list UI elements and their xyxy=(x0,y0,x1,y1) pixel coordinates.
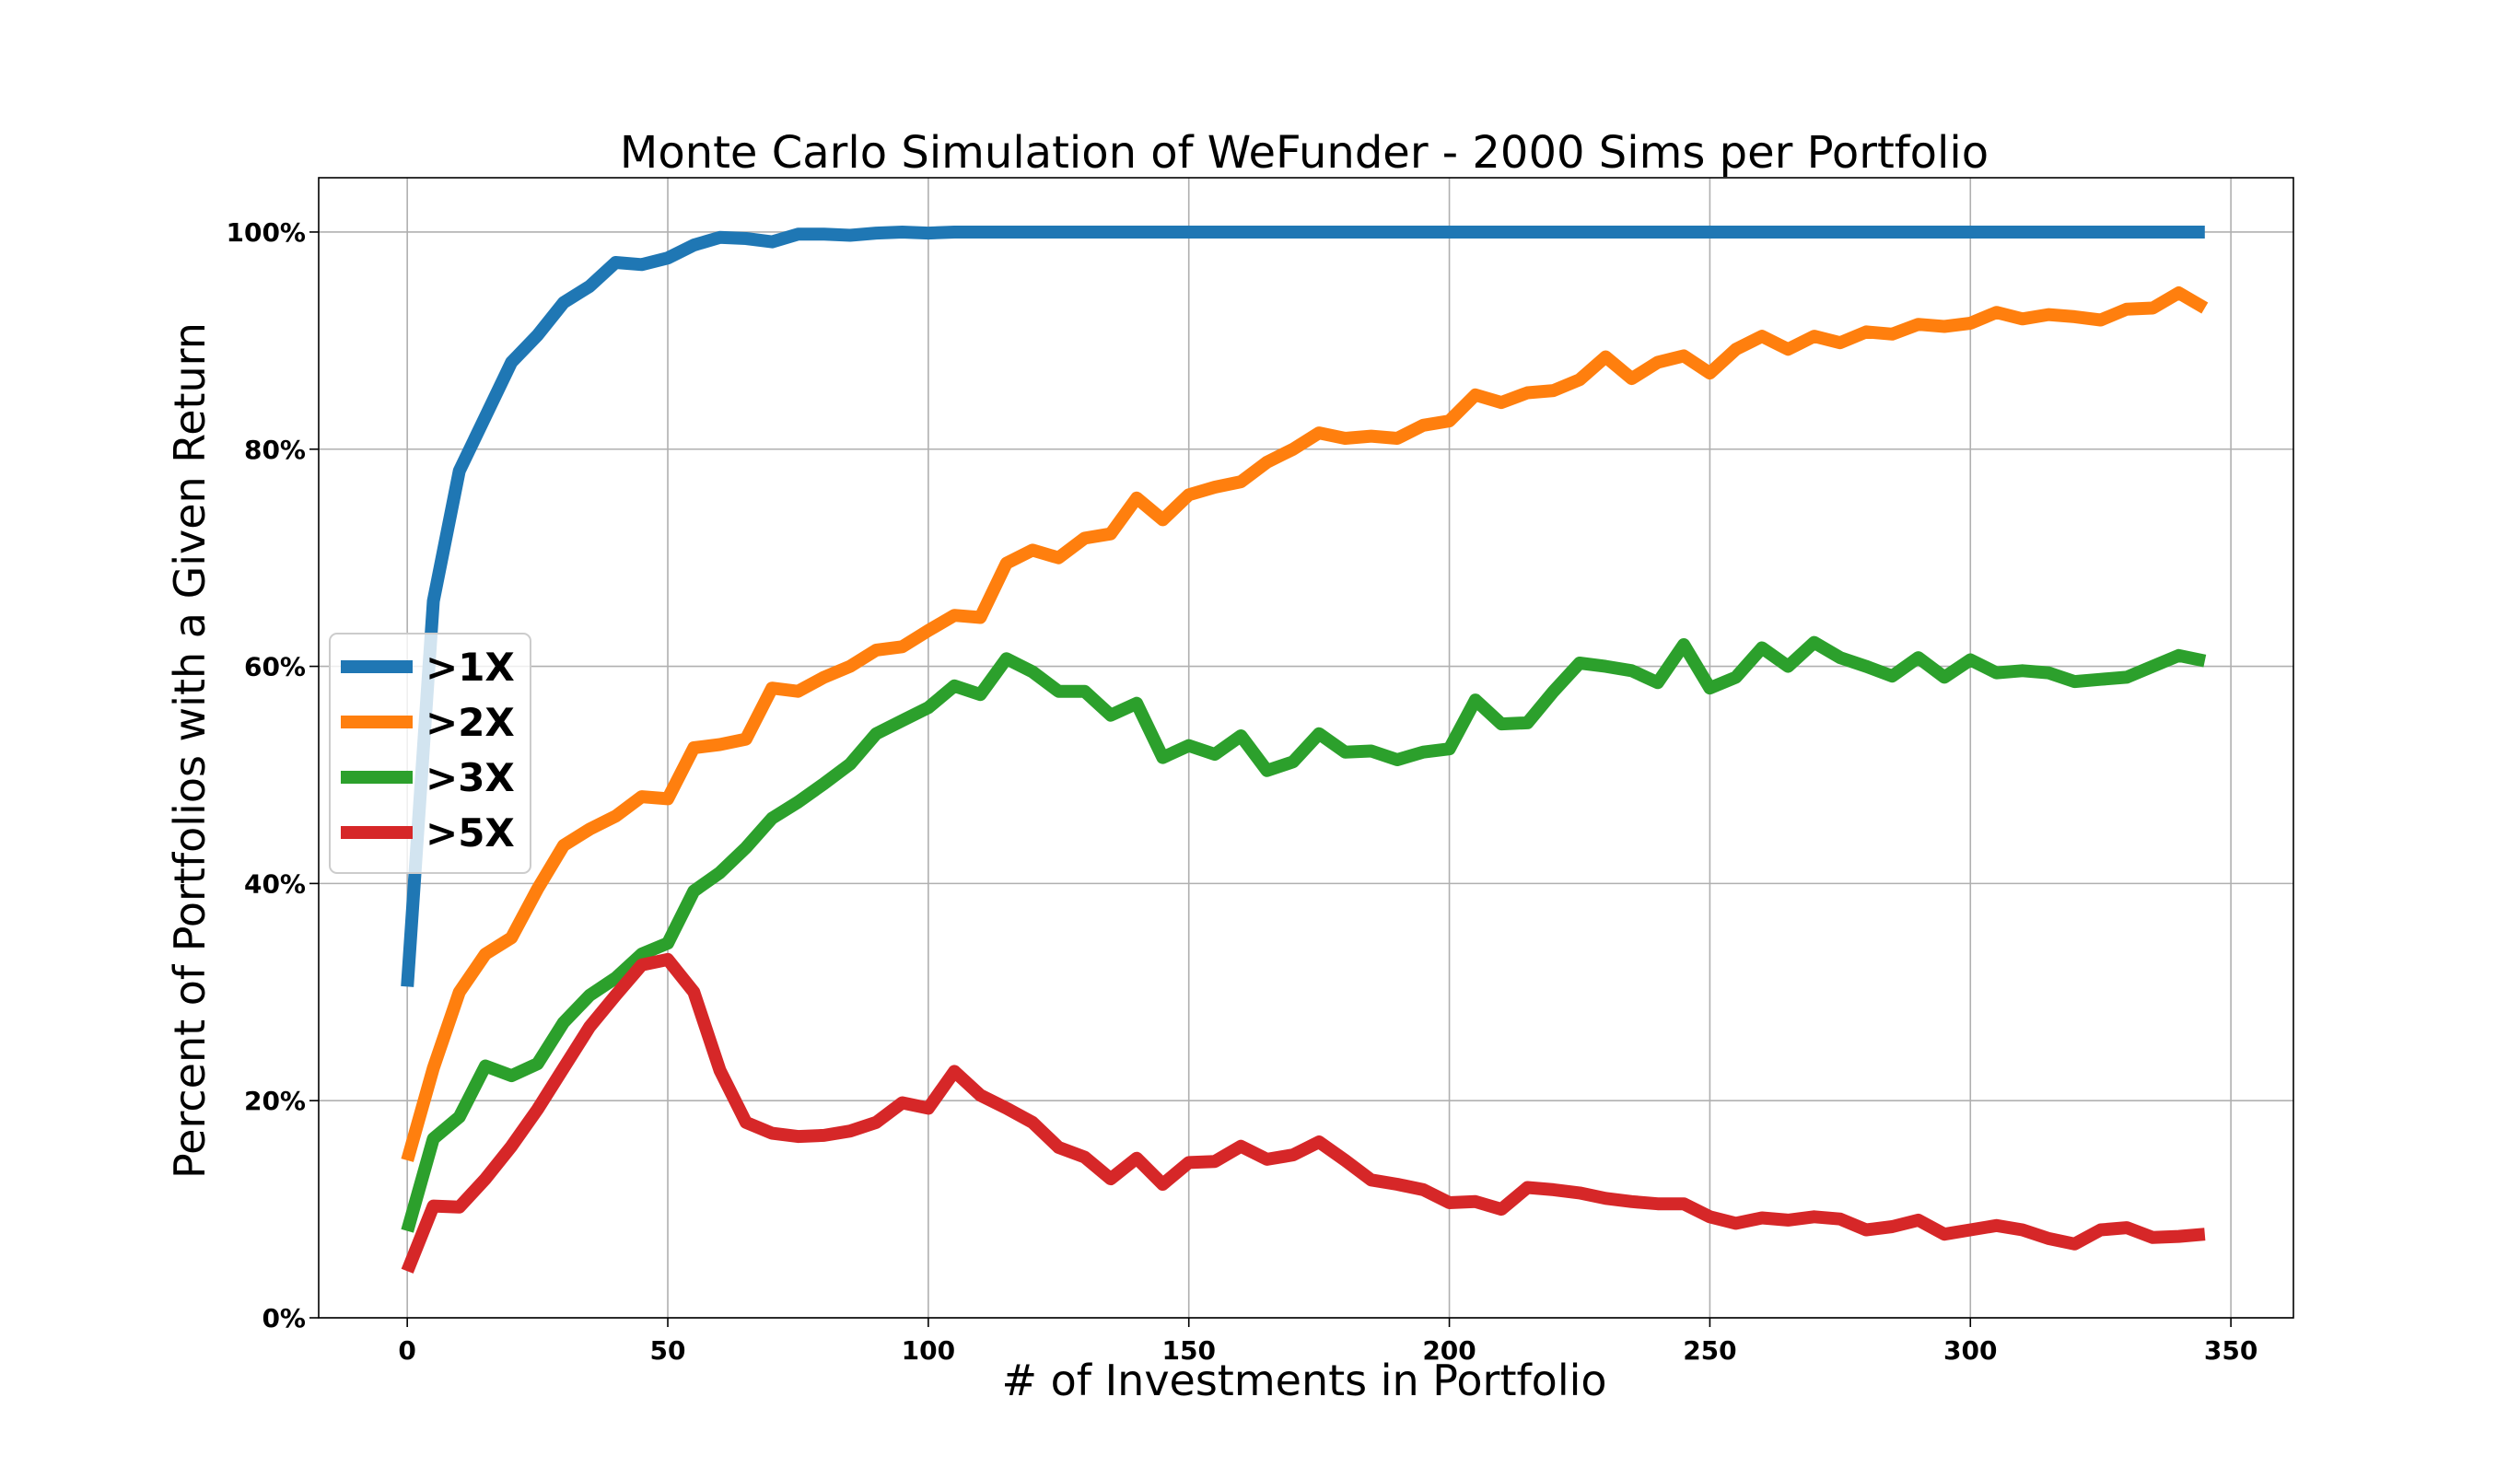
y-axis-ticks: 0% 20% 40% 60% 80% 100% xyxy=(226,217,319,1333)
legend-label: >2X xyxy=(426,700,515,745)
y-tick-label: 100% xyxy=(226,217,306,248)
x-tick-label: 0 xyxy=(398,1335,415,1366)
legend-label: >3X xyxy=(426,755,515,800)
series-line xyxy=(401,635,2207,1233)
x-tick-label: 200 xyxy=(1422,1335,1476,1366)
y-tick-label: 40% xyxy=(244,868,306,899)
y-tick-label: 0% xyxy=(262,1303,306,1333)
x-tick-label: 100 xyxy=(902,1335,955,1366)
chart-title: Monte Carlo Simulation of WeFunder - 200… xyxy=(620,127,1989,179)
legend: >1X >2X >3X >5X xyxy=(329,633,531,874)
series-line xyxy=(401,952,2206,1274)
legend-label: >5X xyxy=(426,810,515,856)
series-lines xyxy=(401,226,2209,1274)
series-line xyxy=(401,286,2209,1162)
legend-box xyxy=(329,633,531,874)
x-tick-label: 350 xyxy=(2204,1335,2258,1366)
y-tick-label: 20% xyxy=(244,1086,306,1116)
y-axis-label: Percent of Portfolios with a Given Retur… xyxy=(165,322,215,1179)
legend-label: >1X xyxy=(426,645,515,690)
y-tick-label: 60% xyxy=(244,652,306,682)
x-tick-label: 50 xyxy=(650,1335,686,1366)
plot-frame xyxy=(318,177,2294,1319)
x-tick-label: 150 xyxy=(1161,1335,1215,1366)
y-tick-label: 80% xyxy=(244,435,306,465)
x-axis-ticks: 0 50 100 150 200 250 300 350 xyxy=(398,1318,2258,1366)
series-line xyxy=(401,226,2205,987)
x-axis-label: # of Investments in Portfolio xyxy=(1001,1356,1606,1405)
x-tick-label: 250 xyxy=(1683,1335,1736,1366)
x-tick-label: 300 xyxy=(1943,1335,1997,1366)
